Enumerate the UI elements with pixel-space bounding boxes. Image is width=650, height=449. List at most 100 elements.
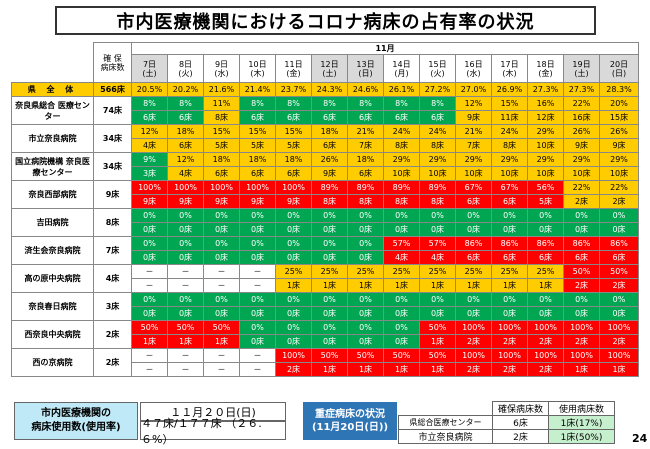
occupancy-rate-cell: 29% bbox=[491, 152, 528, 167]
prefecture-rate: 21.4% bbox=[239, 82, 276, 97]
beds-used-cell: 0床 bbox=[203, 306, 240, 321]
beds-used-cell: 9床 bbox=[203, 194, 240, 209]
day-header: 16日 (水) bbox=[455, 54, 492, 83]
occupancy-rate-cell: 57% bbox=[383, 236, 420, 251]
occupancy-rate-cell: 100% bbox=[275, 348, 312, 363]
beds-used-cell: 4床 bbox=[167, 166, 204, 181]
day-header: 11日 (金) bbox=[275, 54, 312, 83]
occupancy-rate-cell: 26% bbox=[311, 152, 348, 167]
occupancy-rate-cell: 29% bbox=[598, 152, 640, 167]
occupancy-rate-cell: 25% bbox=[419, 264, 456, 279]
occupancy-rate-cell: 29% bbox=[527, 152, 564, 167]
beds-used-cell: 0床 bbox=[347, 250, 384, 265]
beds-used-cell: 1床 bbox=[383, 362, 420, 377]
beds-used-cell: 6床 bbox=[275, 166, 312, 181]
beds-used-cell: 6床 bbox=[598, 250, 640, 265]
beds-used-cell: 2床 bbox=[563, 194, 600, 209]
beds-used-cell: 2床 bbox=[598, 278, 640, 293]
occupancy-rate-cell: 0% bbox=[311, 292, 348, 307]
beds-used-cell: － bbox=[239, 278, 276, 293]
beds-used-cell: 6床 bbox=[563, 250, 600, 265]
beds-used-cell: 9床 bbox=[167, 194, 204, 209]
prefecture-rate: 26.9% bbox=[491, 82, 528, 97]
occupancy-rate-cell: 0% bbox=[527, 208, 564, 223]
occupancy-rate-cell: 9% bbox=[131, 152, 168, 167]
beds-used-cell: 0床 bbox=[311, 222, 348, 237]
beds-used-cell: 0床 bbox=[239, 250, 276, 265]
beds-used-cell: 6床 bbox=[527, 250, 564, 265]
occupancy-rate-cell: 100% bbox=[275, 180, 312, 195]
beds-used-cell: 0床 bbox=[455, 306, 492, 321]
usage-summary-label: 市内医療機関の 病床使用数(使用率) bbox=[14, 402, 138, 440]
hospital-name: 吉田病院 bbox=[11, 208, 94, 237]
occupancy-rate-cell: 50% bbox=[563, 264, 600, 279]
day-weekday: (水) bbox=[466, 68, 481, 78]
occupancy-rate-cell: 50% bbox=[598, 264, 640, 279]
beds-used-cell: 0床 bbox=[167, 250, 204, 265]
day-number: 10日 bbox=[248, 59, 267, 69]
beds-used-cell: 8床 bbox=[203, 110, 240, 125]
day-header: 17日 (木) bbox=[491, 54, 528, 83]
beds-used-cell: 2床 bbox=[491, 334, 528, 349]
day-weekday: (木) bbox=[250, 68, 265, 78]
occupancy-rate-cell: 0% bbox=[311, 320, 348, 335]
beds-used-cell: 0床 bbox=[239, 222, 276, 237]
hospital-capacity: 9床 bbox=[93, 180, 132, 209]
occupancy-rate-cell: 100% bbox=[598, 320, 640, 335]
day-header: 14日 (月) bbox=[383, 54, 420, 83]
day-weekday: (火) bbox=[430, 68, 445, 78]
usage-summary-date: １１月２０日(日) bbox=[140, 402, 286, 421]
beds-used-cell: 6床 bbox=[455, 250, 492, 265]
beds-used-cell: 0床 bbox=[527, 222, 564, 237]
occupancy-rate-cell: 0% bbox=[563, 208, 600, 223]
hospital-capacity: 34床 bbox=[93, 152, 132, 181]
beds-used-cell: 5床 bbox=[527, 194, 564, 209]
day-header: 8日 (火) bbox=[167, 54, 204, 83]
hospital-name: 済生会奈良病院 bbox=[11, 236, 94, 265]
beds-used-cell: 6床 bbox=[167, 110, 204, 125]
beds-used-cell: 6床 bbox=[455, 194, 492, 209]
beds-used-cell: 0床 bbox=[563, 222, 600, 237]
severe-col-used: 使用病床数 bbox=[548, 401, 615, 416]
beds-used-cell: 0床 bbox=[203, 250, 240, 265]
occupancy-rate-cell: 8% bbox=[275, 96, 312, 111]
beds-used-cell: 2床 bbox=[527, 334, 564, 349]
hospital-capacity: 4床 bbox=[93, 264, 132, 293]
beds-used-cell: 0床 bbox=[383, 334, 420, 349]
day-weekday: (土) bbox=[322, 68, 337, 78]
beds-used-cell: 1床 bbox=[347, 362, 384, 377]
beds-used-cell: 2床 bbox=[563, 334, 600, 349]
occupancy-rate-cell: 50% bbox=[167, 320, 204, 335]
beds-used-cell: 8床 bbox=[311, 194, 348, 209]
beds-used-cell: 6床 bbox=[347, 166, 384, 181]
hospital-name: 奈良県総合 医療センター bbox=[11, 96, 94, 125]
beds-used-cell: 2床 bbox=[598, 194, 640, 209]
prefecture-rate: 27.2% bbox=[419, 82, 456, 97]
beds-used-cell: 1床 bbox=[311, 362, 348, 377]
occupancy-rate-cell: 0% bbox=[203, 208, 240, 223]
beds-used-cell: 1床 bbox=[491, 278, 528, 293]
beds-used-cell: 4床 bbox=[383, 250, 420, 265]
beds-used-cell: 10床 bbox=[455, 166, 492, 181]
occupancy-rate-cell: 50% bbox=[419, 320, 456, 335]
severe-beds-table: 確保病床数 使用病床数 県総合医療センター 6床 1床(17%) 市立奈良病院 … bbox=[398, 401, 615, 444]
page-title: 市内医療機関におけるコロナ病床の占有率の状況 bbox=[55, 6, 596, 35]
occupancy-rate-cell: 0% bbox=[455, 208, 492, 223]
beds-used-cell: 6床 bbox=[311, 110, 348, 125]
beds-used-cell: 10床 bbox=[563, 166, 600, 181]
beds-used-cell: 0床 bbox=[203, 222, 240, 237]
occupancy-rate-cell: 0% bbox=[347, 236, 384, 251]
day-header: 19日 (土) bbox=[563, 54, 600, 83]
severe-beds-label-line1: 重症病床の状況 bbox=[315, 409, 385, 420]
occupancy-rate-cell: 86% bbox=[527, 236, 564, 251]
day-number: 11日 bbox=[284, 59, 303, 69]
beds-used-cell: 0床 bbox=[383, 222, 420, 237]
day-number: 16日 bbox=[464, 59, 483, 69]
day-header: 9日 (水) bbox=[203, 54, 240, 83]
usage-summary-label-line2: 病床使用数(使用率) bbox=[31, 422, 121, 433]
severe-row-used: 1床(17%) bbox=[548, 415, 615, 430]
occupancy-rate-cell: 22% bbox=[598, 180, 640, 195]
day-header: 15日 (火) bbox=[419, 54, 456, 83]
beds-used-cell: 1床 bbox=[419, 334, 456, 349]
beds-used-cell: 0床 bbox=[275, 334, 312, 349]
